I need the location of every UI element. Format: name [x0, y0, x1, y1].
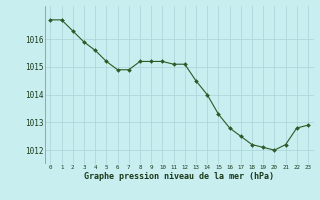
X-axis label: Graphe pression niveau de la mer (hPa): Graphe pression niveau de la mer (hPa) [84, 172, 274, 181]
